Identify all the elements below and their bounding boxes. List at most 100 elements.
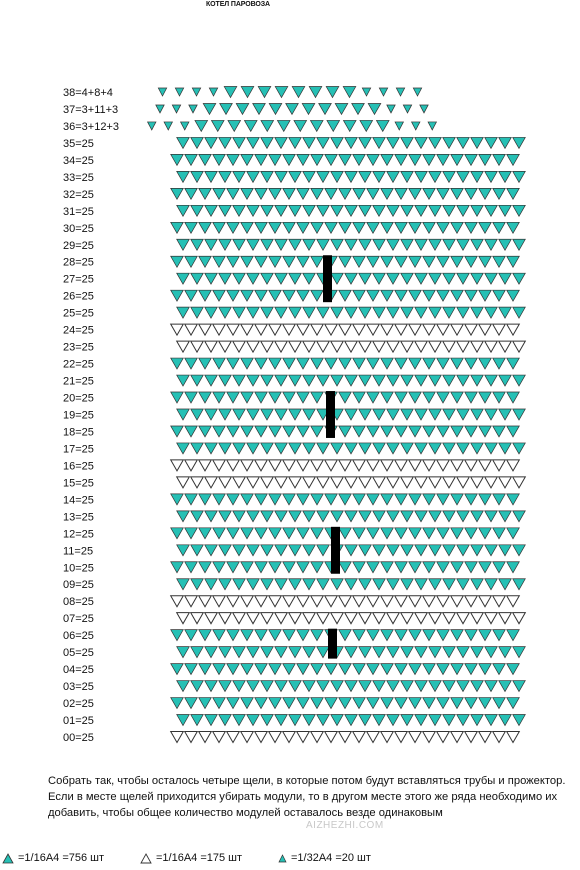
white-module-triangle <box>231 612 247 625</box>
teal-module-triangle <box>456 442 470 455</box>
teal-module-triangle <box>257 86 272 99</box>
teal-module-triangle <box>400 171 414 184</box>
teal-module-triangle <box>310 289 324 302</box>
white-module-triangle <box>371 612 387 625</box>
teal-module-triangle <box>394 391 408 404</box>
teal-module-triangle <box>212 493 226 506</box>
white-module-triangle <box>169 731 185 744</box>
teal-module-triangle <box>450 561 464 574</box>
teal-module-triangle <box>344 306 358 319</box>
teal-module-triangle <box>338 289 352 302</box>
teal-module-triangle <box>288 238 302 251</box>
white-module-triangle <box>385 340 401 354</box>
white-module-triangle <box>379 323 395 337</box>
white-module-triangle <box>343 340 359 354</box>
teal-module-triangle <box>170 493 184 506</box>
teal-module-triangle <box>198 357 212 370</box>
teal-module-triangle <box>190 374 204 387</box>
teal-module-triangle <box>243 120 258 133</box>
white-module-triangle <box>371 340 387 354</box>
teal-module-triangle <box>268 697 282 710</box>
teal-module-triangle <box>218 238 232 251</box>
teal-module-triangle <box>386 578 400 591</box>
teal-module-triangle <box>456 578 470 591</box>
teal-module-triangle <box>302 680 316 693</box>
legend-item-small-teal: =1/32А4 =20 шт <box>278 852 371 864</box>
white-module-triangle <box>379 459 395 472</box>
white-module-triangle <box>407 731 423 744</box>
white-module-triangle <box>323 595 339 608</box>
teal-module-triangle <box>198 255 212 268</box>
teal-module-triangle <box>324 357 338 370</box>
teal-module-triangle <box>296 527 310 540</box>
teal-module-triangle <box>184 391 198 404</box>
teal-module-triangle <box>498 510 512 523</box>
teal-module-triangle <box>330 306 344 319</box>
teal-module-triangle <box>380 391 394 404</box>
teal-module-triangle <box>276 120 291 133</box>
teal-module-triangle <box>450 391 464 404</box>
teal-module-triangle <box>260 238 274 251</box>
small-module-triangle <box>427 121 438 131</box>
teal-module-triangle <box>316 544 330 557</box>
teal-module-triangle <box>380 697 394 710</box>
teal-module-triangle <box>366 663 380 676</box>
teal-module-triangle <box>338 154 352 167</box>
teal-module-triangle <box>252 103 266 116</box>
teal-module-triangle <box>184 357 198 370</box>
teal-module-triangle <box>260 120 275 133</box>
teal-module-triangle <box>310 527 324 540</box>
teal-module-triangle <box>184 697 198 710</box>
teal-module-triangle <box>184 289 198 302</box>
teal-module-triangle <box>470 272 484 285</box>
white-module-triangle <box>329 476 345 489</box>
teal-module-triangle <box>330 714 344 727</box>
teal-module-triangle <box>282 221 296 234</box>
white-module-triangle <box>497 612 513 625</box>
white-module-triangle <box>211 595 227 608</box>
teal-module-triangle <box>498 578 512 591</box>
white-module-triangle <box>421 731 437 744</box>
teal-module-triangle <box>428 374 442 387</box>
teal-module-triangle <box>288 544 302 557</box>
teal-module-triangle <box>408 493 422 506</box>
row-label: 28=25 <box>63 257 94 269</box>
teal-module-triangle <box>478 289 492 302</box>
teal-module-triangle <box>400 510 414 523</box>
white-module-triangle <box>315 476 331 489</box>
teal-module-triangle <box>428 544 442 557</box>
teal-module-triangle <box>366 221 380 234</box>
teal-module-triangle <box>198 527 212 540</box>
teal-module-triangle <box>506 527 520 540</box>
teal-module-triangle <box>408 527 422 540</box>
teal-module-triangle <box>246 137 260 150</box>
teal-module-triangle <box>226 255 240 268</box>
teal-module-triangle <box>296 255 310 268</box>
teal-module-triangle <box>226 561 240 574</box>
teal-module-triangle <box>330 272 344 285</box>
teal-module-triangle <box>366 187 380 201</box>
teal-module-triangle <box>330 204 344 218</box>
row-label: 17=25 <box>63 443 94 455</box>
teal-module-triangle <box>204 374 218 387</box>
teal-module-triangle <box>176 204 190 218</box>
teal-module-triangle <box>478 629 492 642</box>
teal-module-triangle <box>232 204 246 218</box>
teal-module-triangle <box>394 697 408 710</box>
teal-module-triangle <box>176 272 190 285</box>
white-module-triangle <box>183 731 199 744</box>
teal-module-triangle <box>422 391 436 404</box>
teal-module-triangle <box>246 578 260 591</box>
teal-module-triangle <box>218 680 232 693</box>
teal-module-triangle <box>212 154 226 167</box>
white-module-triangle <box>183 595 199 608</box>
teal-module-triangle <box>372 578 386 591</box>
teal-module-triangle <box>512 306 526 319</box>
teal-module-triangle <box>386 714 400 727</box>
teal-module-triangle <box>450 629 464 642</box>
teal-module-triangle <box>484 238 498 251</box>
teal-module-triangle <box>372 137 386 150</box>
teal-module-triangle <box>198 221 212 234</box>
teal-module-triangle <box>428 714 442 727</box>
white-module-triangle <box>505 731 521 744</box>
